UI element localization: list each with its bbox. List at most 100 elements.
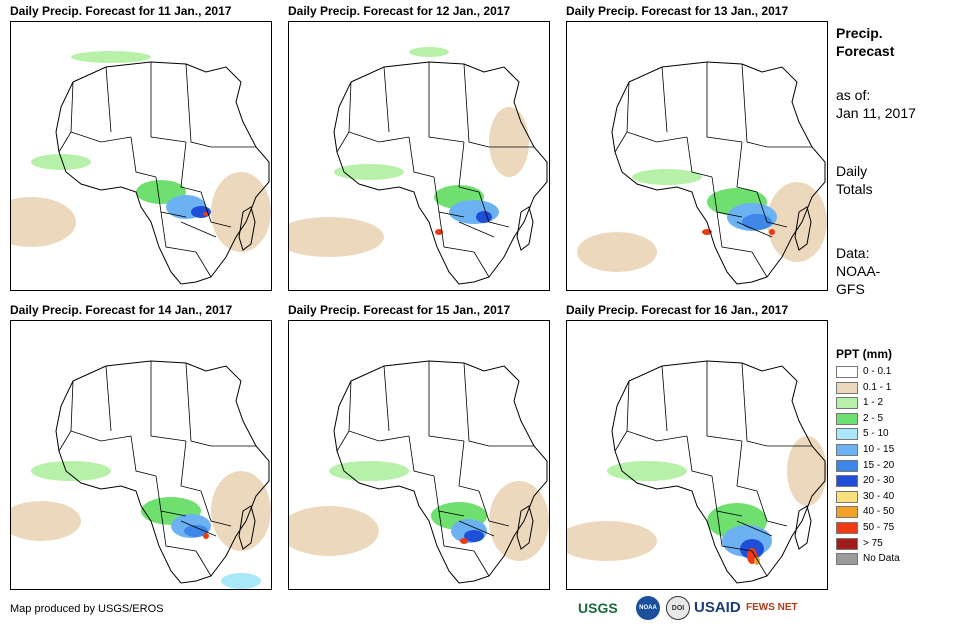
country-border [626, 81, 688, 143]
country-border [336, 131, 350, 153]
precip-area [11, 197, 76, 247]
country-border [383, 365, 390, 432]
country-border [458, 141, 480, 193]
coastline [794, 505, 812, 550]
country-border [348, 81, 410, 143]
precip-area [769, 229, 775, 235]
country-border [180, 520, 217, 537]
usgs-logo: USGS [578, 600, 618, 616]
country-border [463, 362, 490, 447]
panel-title: Daily Precip. Forecast for 12 Jan., 2017 [288, 4, 511, 18]
country-border [716, 211, 753, 253]
country-border [58, 430, 72, 452]
totals-label: Daily Totals [836, 163, 873, 197]
forecast-panel-4: Daily Precip. Forecast for 14 Jan., 2017 [10, 302, 272, 592]
country-border [736, 141, 758, 193]
legend-label: 30 - 40 [863, 490, 895, 502]
as-of-date: as of: Jan 11, 2017 [836, 87, 916, 121]
coastline [238, 505, 256, 550]
country-border [686, 435, 713, 477]
country-border [185, 63, 212, 148]
fewsnet-logo: FEWS NET [746, 602, 798, 613]
precip-area [71, 51, 151, 63]
country-border [160, 510, 197, 552]
coastline [55, 61, 270, 285]
country-border [473, 251, 490, 278]
precip-map [566, 320, 828, 590]
precip-area [289, 506, 379, 556]
precip-area [409, 47, 449, 57]
precip-area [31, 154, 91, 170]
legend-swatch [836, 366, 858, 378]
africa-map [11, 360, 271, 589]
country-border [105, 66, 112, 133]
country-border [741, 63, 768, 148]
legend-swatch [836, 475, 858, 488]
country-border [478, 490, 510, 527]
country-border [130, 435, 157, 477]
country-border [751, 550, 768, 577]
legend-title: PPT (mm) [836, 347, 893, 361]
legend-swatch [836, 381, 858, 394]
precip-map [10, 320, 272, 590]
legend-label: 50 - 75 [863, 522, 895, 533]
forecast-panel-2: Daily Precip. Forecast for 12 Jan., 2017 [288, 3, 550, 293]
legend-swatch [836, 428, 858, 441]
legend-label: 40 - 50 [863, 506, 895, 518]
country-border [706, 361, 743, 442]
precip-area [787, 436, 827, 506]
country-border [736, 520, 773, 537]
panel-title: Daily Precip. Forecast for 16 Jan., 2017 [566, 303, 789, 317]
precip-area [211, 471, 271, 551]
legend-label: 10 - 15 [863, 444, 895, 455]
precip-area [203, 533, 209, 539]
precip-map [10, 21, 272, 291]
legend-label: 0 - 0.1 [863, 366, 892, 377]
coastline [238, 206, 256, 251]
doi-logo: DOI [666, 596, 690, 620]
coastline [611, 360, 826, 584]
country-border [200, 191, 232, 228]
precip-area [577, 232, 657, 272]
coastline [516, 206, 534, 251]
coastline [611, 61, 826, 285]
country-border [614, 430, 628, 452]
precip-area [329, 461, 409, 481]
country-border [458, 440, 480, 492]
panel-title: Daily Precip. Forecast for 11 Jan., 2017 [10, 4, 232, 18]
precip-area [221, 573, 261, 589]
country-border [70, 380, 132, 442]
country-border [348, 380, 410, 442]
precip-area [742, 214, 772, 230]
country-border [741, 362, 768, 447]
country-border [614, 131, 628, 153]
country-border [58, 131, 72, 153]
precip-map [288, 21, 550, 291]
country-border [195, 251, 212, 278]
country-border [473, 550, 490, 577]
africa-map [567, 360, 827, 584]
legend-swatch [836, 412, 858, 425]
precip-area [567, 521, 657, 561]
precip-area [607, 461, 687, 481]
country-border [408, 435, 435, 477]
precip-map [566, 21, 828, 291]
country-border [180, 440, 202, 492]
country-border [383, 66, 390, 133]
country-border [458, 221, 495, 238]
precip-area [754, 557, 760, 565]
country-border [428, 361, 465, 442]
country-border [706, 62, 743, 143]
forecast-panel-6: Daily Precip. Forecast for 16 Jan., 2017 [566, 302, 828, 592]
precip-map [288, 320, 550, 590]
africa-map [289, 47, 548, 285]
coastline [333, 360, 548, 584]
panel-title: Daily Precip. Forecast for 14 Jan., 2017 [10, 303, 233, 317]
precip-area [289, 217, 384, 257]
country-border [716, 510, 753, 552]
precip-area [489, 107, 529, 177]
country-border [756, 490, 788, 527]
panel-title: Daily Precip. Forecast for 13 Jan., 2017 [566, 4, 789, 18]
noaa-logo: NOAA [636, 596, 660, 620]
legend-swatch [836, 506, 858, 519]
